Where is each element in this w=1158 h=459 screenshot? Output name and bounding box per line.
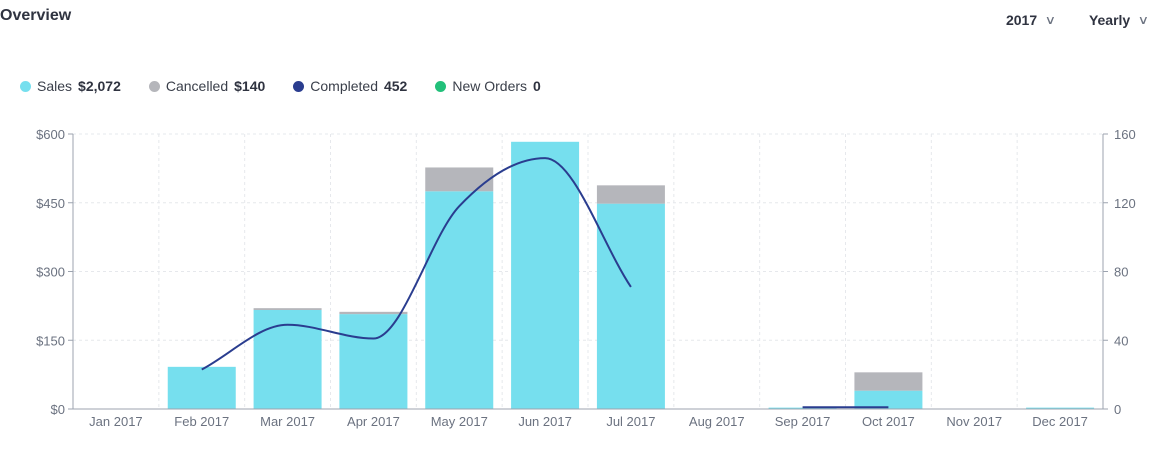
bar-cancelled	[425, 167, 494, 192]
bar-cancelled	[854, 372, 923, 391]
legend-item-cancelled[interactable]: Cancelled $140	[148, 78, 266, 94]
legend-item-new-orders[interactable]: New Orders 0	[435, 78, 541, 94]
y-right-tick-label: 40	[1114, 333, 1128, 348]
legend-label: Sales	[37, 78, 73, 94]
bar-sales	[1026, 407, 1095, 409]
period-select[interactable]: Yearly ∨	[1088, 12, 1150, 28]
bar-sales	[768, 407, 837, 409]
bar-sales	[511, 141, 580, 409]
legend-dot-sales	[20, 80, 31, 92]
x-tick-label: Apr 2017	[347, 414, 400, 429]
x-tick-label: Aug 2017	[689, 414, 745, 429]
legend-value: $2,072	[78, 78, 121, 94]
x-tick-label: Nov 2017	[946, 414, 1002, 429]
legend-dot-cancelled	[148, 80, 160, 92]
year-select[interactable]: 2017 ∨	[1005, 12, 1057, 28]
bar-cancelled	[596, 185, 665, 204]
x-tick-label: Jan 2017	[89, 414, 143, 429]
year-select-value: 2017	[1005, 12, 1038, 28]
legend-value: $140	[234, 78, 266, 94]
period-select-value: Yearly	[1088, 12, 1131, 28]
bar-sales	[854, 390, 923, 409]
legend-value: 0	[533, 78, 541, 94]
bar-sales	[596, 203, 665, 409]
line-completed	[201, 157, 632, 371]
legend-dot-completed	[293, 80, 305, 92]
bar-sales	[339, 314, 408, 409]
x-tick-label: Jun 2017	[518, 414, 572, 429]
legend-value: 452	[383, 78, 408, 94]
y-left-tick-label: $0	[51, 402, 65, 417]
x-tick-label: Oct 2017	[862, 414, 915, 429]
y-left-tick-label: $600	[36, 127, 65, 142]
legend-dot-new-orders	[435, 80, 447, 92]
legend-label: Completed	[310, 78, 378, 94]
legend-label: Cancelled	[165, 78, 229, 94]
bar-cancelled	[253, 308, 322, 310]
y-left-tick-label: $150	[36, 333, 65, 348]
x-tick-label: May 2017	[431, 414, 488, 429]
chart-legend: Sales $2,072 Cancelled $140 Completed 45…	[20, 78, 541, 94]
y-right-tick-label: 0	[1114, 402, 1121, 417]
chevron-down-icon: ∨	[1137, 13, 1150, 27]
x-tick-label: Feb 2017	[174, 414, 229, 429]
y-right-tick-label: 80	[1114, 265, 1128, 280]
chevron-down-icon: ∨	[1044, 13, 1057, 27]
legend-item-completed[interactable]: Completed 452	[293, 78, 407, 94]
x-tick-label: Dec 2017	[1032, 414, 1088, 429]
bar-cancelled	[339, 311, 408, 315]
legend-item-sales[interactable]: Sales $2,072	[20, 78, 121, 94]
x-tick-label: Sep 2017	[775, 414, 831, 429]
legend-label: New Orders	[452, 78, 528, 94]
y-right-tick-label: 160	[1114, 127, 1136, 142]
page-title: Overview	[0, 7, 72, 24]
x-tick-label: Jul 2017	[606, 414, 655, 429]
y-left-tick-label: $450	[36, 196, 65, 211]
y-right-tick-label: 120	[1114, 196, 1136, 211]
bar-sales	[425, 191, 494, 409]
filter-selects: 2017 ∨ Yearly ∨	[1005, 12, 1150, 28]
x-tick-label: Mar 2017	[260, 414, 315, 429]
bar-sales	[167, 366, 236, 409]
y-left-tick-label: $300	[36, 265, 65, 280]
